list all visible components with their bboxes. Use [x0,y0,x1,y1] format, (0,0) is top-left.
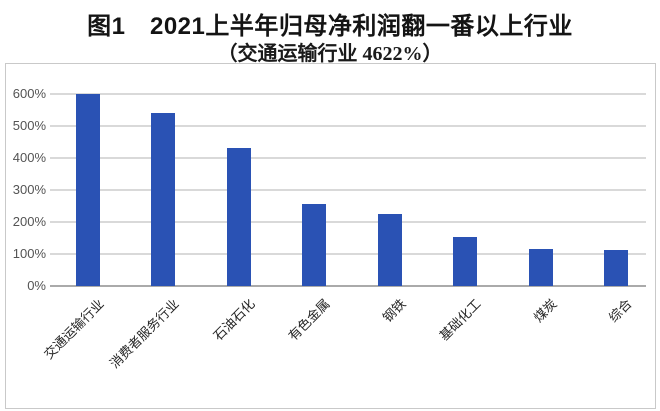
y-axis-tick-label: 0% [27,278,46,293]
gridline [50,221,646,223]
x-axis-category-label: 有色金属 [285,296,333,344]
y-axis-tick-label: 600% [12,86,46,101]
y-axis-tick-label: 100% [12,246,46,261]
bar [453,237,478,286]
x-axis-category-label: 消费者服务行业 [107,296,182,372]
bar [528,248,553,286]
gridline [50,157,646,159]
gridline [50,189,646,191]
gridline [50,253,646,255]
bar [377,214,402,286]
bar [151,113,176,286]
y-axis-tick-label: 400% [12,150,46,165]
x-axis-category-label: 综合 [605,296,635,326]
x-axis-category-label: 煤炭 [530,296,560,326]
plot-area: 0% 100% 200% 300% 400% 500% 600% 交通运输行业 消费者服务行业石… [6,64,655,408]
x-axis-category-label: 基础化工 [436,296,484,344]
figure-subtitle: （交通运输行业 4622%） [217,43,443,65]
x-axis-category-label: 钢铁 [379,296,409,326]
y-axis-tick-label: 500% [12,118,46,133]
bar [604,250,629,286]
y-axis-tick-label: 300% [12,182,46,197]
x-axis-category-label: 石油石化 [210,296,258,344]
chart-box: 0% 100% 200% 300% 400% 500% 600% 交通运输行业 消费者服务行业石… [5,63,656,409]
bar [75,94,100,286]
x-axis-line [50,285,646,287]
figure-title: 图1 2021上半年归母净利润翻一番以上行业 [87,13,573,40]
bar [226,148,251,286]
y-axis-tick-label: 200% [12,214,46,229]
gridline [50,125,646,127]
x-axis-category-label: 交通运输行业 [40,296,107,362]
bar [302,204,327,286]
gridline [50,93,646,95]
